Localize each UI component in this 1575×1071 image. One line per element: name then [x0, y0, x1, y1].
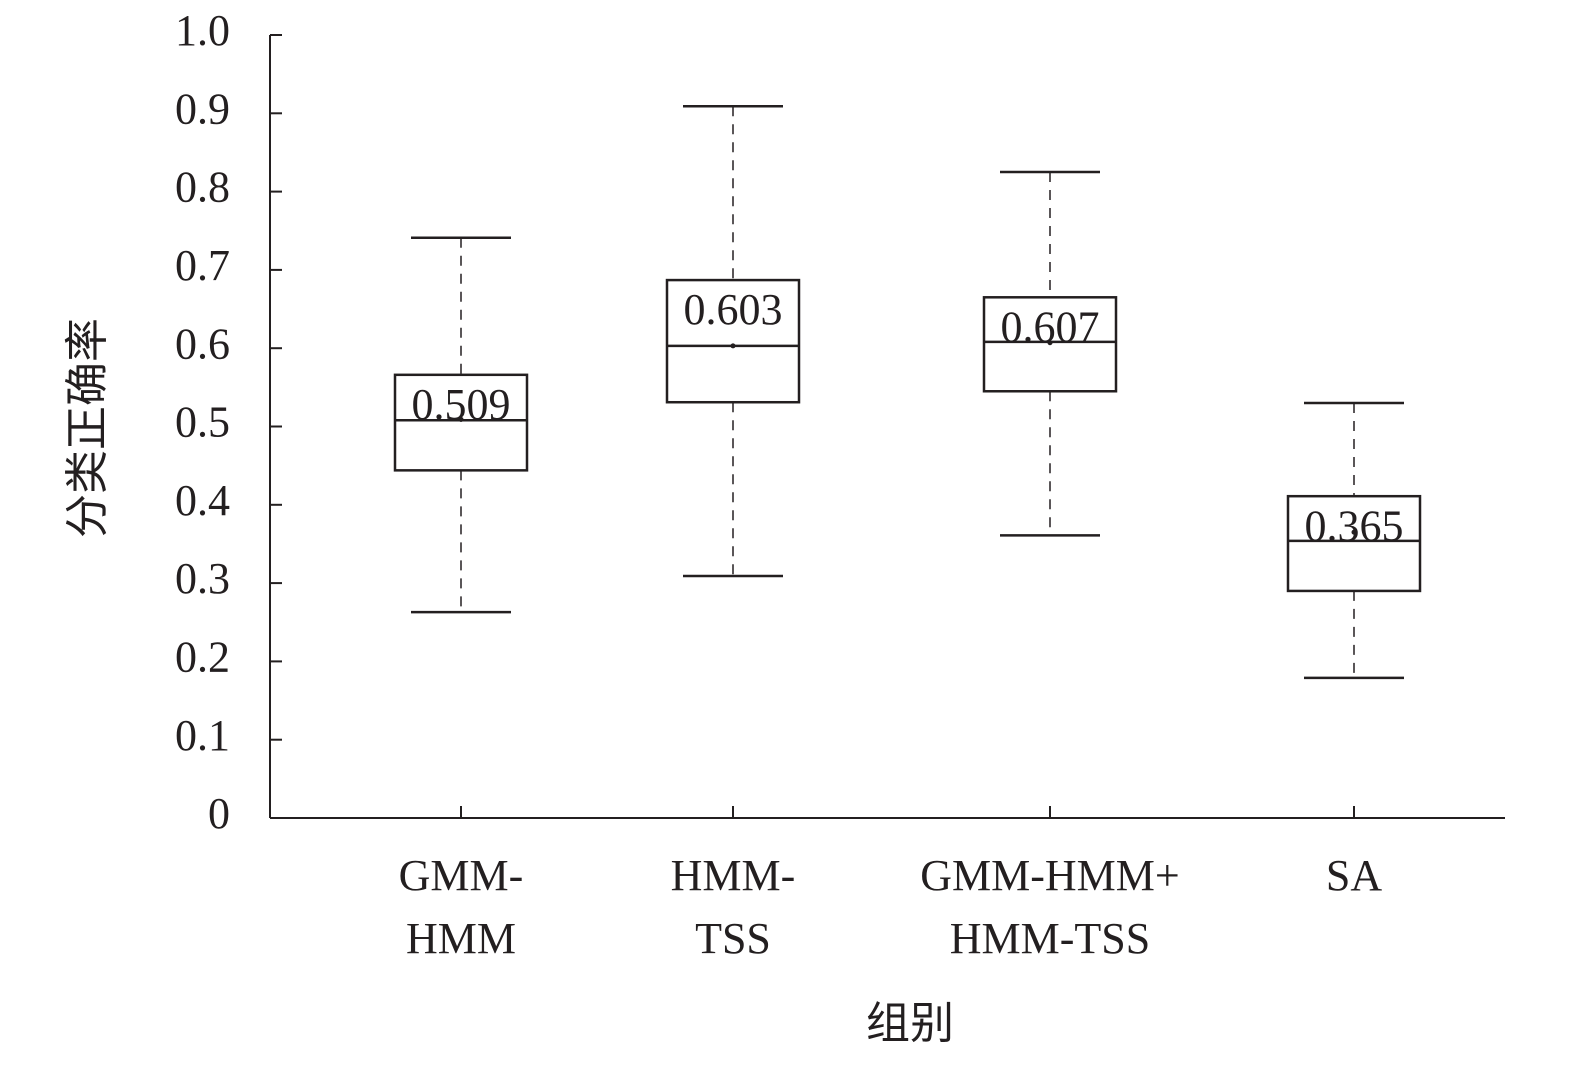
y-tick-label: 1.0: [175, 6, 230, 55]
x-tick-label: HMM-TSS: [950, 914, 1151, 963]
value-label: 0.603: [684, 285, 783, 334]
x-axis-label: 组别: [866, 999, 954, 1048]
x-tick-label: TSS: [695, 914, 771, 963]
x-tick-label: HMM-: [671, 851, 796, 900]
value-label: 0.509: [412, 380, 511, 429]
y-tick-label: 0.8: [175, 163, 230, 212]
x-tick-label: SA: [1326, 851, 1382, 900]
box: [665, 278, 801, 404]
value-label: 0.365: [1305, 501, 1404, 550]
y-tick-label: 0.1: [175, 711, 230, 760]
y-tick-label: 0.6: [175, 319, 230, 368]
mean-marker: [1351, 529, 1357, 535]
y-tick-label: 0.9: [175, 84, 230, 133]
y-tick-label: 0: [208, 789, 230, 838]
box: [982, 296, 1118, 393]
x-tick-label: GMM-HMM+: [920, 851, 1180, 900]
box: [393, 373, 529, 472]
x-tick-label: HMM: [406, 914, 516, 963]
value-label: 0.607: [1001, 302, 1100, 351]
box: [1286, 494, 1422, 593]
mean-marker: [458, 416, 464, 422]
y-tick-label: 0.3: [175, 554, 230, 603]
y-tick-label: 0.5: [175, 398, 230, 447]
mean-marker: [730, 343, 736, 349]
y-tick-label: 0.4: [175, 476, 230, 525]
x-tick-label: GMM-: [399, 851, 524, 900]
y-tick-label: 0.2: [175, 632, 230, 681]
mean-marker: [1047, 340, 1053, 346]
y-tick-label: 0.7: [175, 241, 230, 290]
y-axis-label: 分类正确率: [63, 318, 112, 538]
